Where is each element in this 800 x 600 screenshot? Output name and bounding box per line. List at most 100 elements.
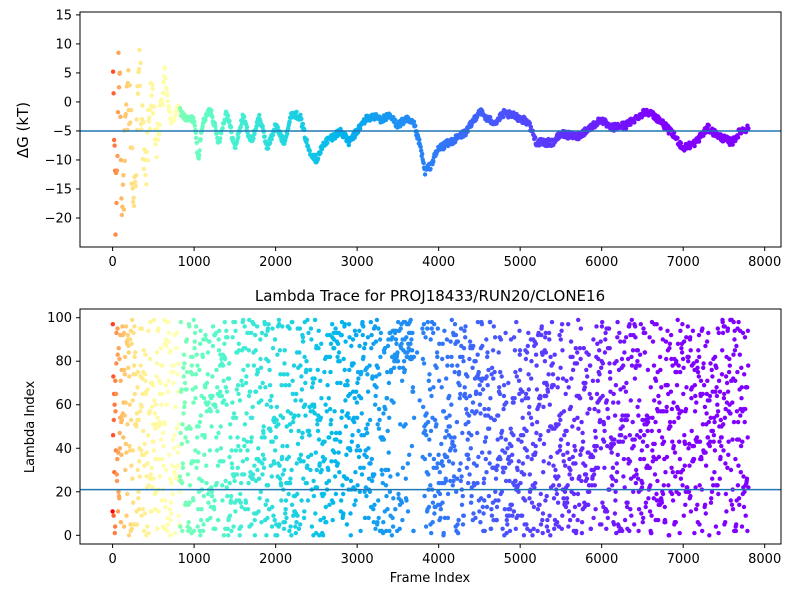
- lambda-point: [401, 359, 407, 364]
- lambda-point: [692, 530, 697, 536]
- lambda-point: [148, 319, 153, 325]
- lambda-point: [634, 472, 639, 477]
- lambda-point: [714, 393, 720, 399]
- delta-g-point: [141, 166, 147, 172]
- lambda-point: [304, 359, 309, 364]
- lambda-point: [342, 367, 347, 373]
- lambda-point: [534, 387, 540, 392]
- lambda-point: [405, 509, 411, 514]
- delta-g-point: [140, 103, 145, 108]
- lambda-point: [506, 454, 511, 460]
- lambda-point: [432, 493, 438, 499]
- lambda-point: [547, 402, 552, 407]
- lambda-point: [671, 400, 676, 405]
- lambda-point: [727, 356, 732, 362]
- lambda-point: [369, 456, 374, 462]
- delta-g-point: [127, 83, 132, 88]
- delta-g-point: [167, 105, 172, 110]
- lambda-point: [270, 346, 276, 351]
- delta-g-point: [118, 157, 124, 163]
- lambda-point: [436, 378, 442, 383]
- lambda-point: [376, 426, 382, 431]
- lambda-point: [714, 413, 720, 418]
- lambda-point: [578, 326, 584, 331]
- lambda-point: [623, 389, 629, 394]
- delta-g-point: [118, 114, 123, 120]
- lambda-point: [228, 498, 234, 503]
- lambda-point: [628, 398, 633, 403]
- lambda-point: [720, 330, 726, 336]
- lambda-point: [693, 393, 698, 399]
- lambda-point: [622, 517, 628, 523]
- lambda-point: [715, 326, 720, 331]
- lambda-point: [114, 330, 119, 336]
- lambda-point: [359, 411, 364, 416]
- lambda-point: [488, 319, 493, 325]
- lambda-point: [322, 439, 327, 444]
- lambda-point: [410, 348, 415, 353]
- lambda-point: [276, 317, 282, 323]
- lambda-point: [725, 465, 730, 470]
- lambda-point: [318, 517, 323, 523]
- lambda-point: [494, 517, 499, 523]
- lambda-point: [362, 346, 367, 351]
- lambda-point: [421, 361, 427, 366]
- lambda-point: [478, 496, 484, 501]
- lambda-point: [477, 402, 483, 407]
- lambda-point: [194, 352, 199, 357]
- lambda-point: [621, 363, 626, 368]
- lambda-point: [742, 335, 748, 340]
- lambda-point: [348, 478, 354, 484]
- lambda-point: [313, 530, 319, 536]
- lambda-point: [734, 343, 739, 349]
- lambda-point: [541, 459, 546, 464]
- lambda-point: [609, 450, 614, 455]
- lambda-point: [181, 365, 186, 370]
- lambda-point: [473, 515, 478, 521]
- lambda-point: [253, 478, 259, 484]
- lambda-point: [163, 498, 168, 503]
- lambda-point: [363, 341, 368, 346]
- lambda-point: [710, 428, 716, 434]
- lambda-point: [501, 383, 507, 388]
- lambda-point: [489, 507, 494, 512]
- lambda-point: [679, 350, 685, 355]
- delta-g-point: [119, 212, 125, 218]
- lambda-point: [174, 426, 179, 431]
- lambda-point: [288, 524, 293, 529]
- lambda-point: [526, 330, 531, 336]
- lambda-point: [315, 367, 320, 373]
- lambda-point: [352, 419, 357, 425]
- delta-g-point: [145, 158, 150, 163]
- lambda-point: [145, 524, 150, 529]
- lambda-point: [161, 430, 166, 436]
- lambda-point: [180, 461, 185, 466]
- lambda-point: [576, 426, 581, 431]
- lambda-point: [356, 428, 361, 434]
- lambda-point: [492, 417, 497, 423]
- lambda-point: [624, 417, 630, 423]
- lambda-point: [650, 415, 655, 420]
- lambda-point: [187, 483, 193, 488]
- lambda-point: [488, 396, 493, 401]
- lambda-point: [569, 376, 574, 381]
- delta-g-point: [421, 160, 426, 166]
- lambda-point: [697, 483, 702, 488]
- lambda-point: [706, 330, 711, 336]
- lambda-point: [395, 359, 401, 364]
- lambda-point: [175, 389, 180, 394]
- lambda-point: [168, 517, 173, 523]
- lambda-point: [525, 454, 530, 460]
- lambda-point: [494, 467, 499, 473]
- lambda-point: [622, 339, 627, 344]
- lambda-point: [348, 448, 353, 453]
- delta-g-point: [119, 196, 124, 201]
- lambda-point: [680, 322, 685, 327]
- lambda-point: [484, 337, 489, 342]
- lambda-point: [165, 515, 170, 521]
- lambda-point: [463, 335, 468, 340]
- delta-g-point: [110, 69, 116, 74]
- lambda-point: [250, 472, 256, 477]
- lambda-point: [505, 522, 510, 527]
- lambda-point: [119, 452, 124, 457]
